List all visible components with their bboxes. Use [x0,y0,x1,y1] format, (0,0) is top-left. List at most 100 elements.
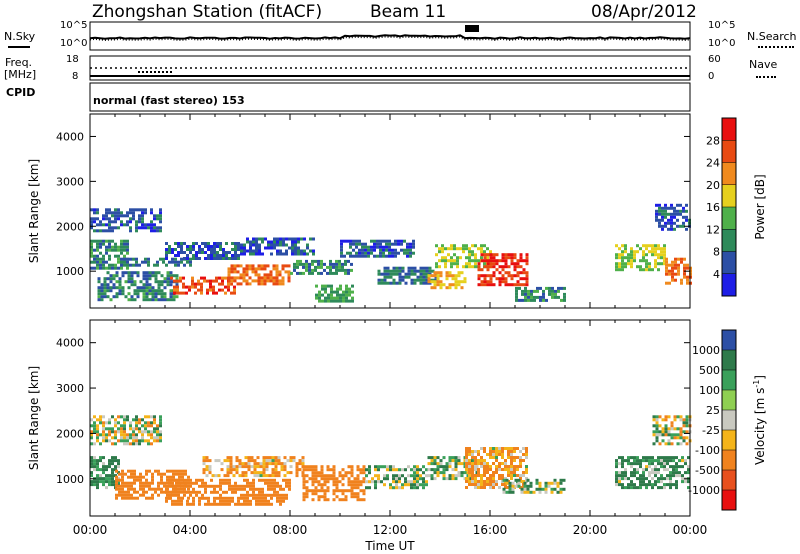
data-cell [105,239,108,243]
data-cell [219,481,222,485]
data-cell [410,272,414,276]
data-cell [90,217,93,221]
data-cell [206,279,209,283]
data-cell [445,477,449,481]
data-cell [392,468,395,472]
data-cell [135,442,138,446]
data-cell [227,285,230,289]
data-cell [150,433,153,437]
data-cell [563,298,566,302]
data-cell [182,282,185,286]
data-cell [341,265,344,269]
data-cell [240,252,243,256]
data-cell [630,247,633,251]
data-cell [397,239,400,243]
freq-nave-panel [89,55,691,81]
data-cell [672,465,675,469]
data-cell [489,256,493,260]
data-cell [427,277,431,281]
data-cell [251,267,255,271]
data-cell [90,459,93,463]
data-cell [489,480,492,483]
data-cell [245,270,249,274]
data-cell [239,264,243,268]
data-cell [409,251,412,255]
data-cell [102,433,105,437]
data-cell [120,251,123,255]
data-cell [121,472,124,476]
data-cell [551,289,554,293]
data-cell [111,211,114,215]
data-cell [124,271,128,275]
data-cell [406,242,409,246]
data-cell [90,254,93,258]
data-cell [172,472,175,476]
colorbar-segment [722,370,736,390]
data-cell [682,436,686,440]
data-cell [120,248,123,252]
data-cell [270,240,273,244]
data-cell [191,276,194,280]
data-cell [510,453,513,456]
data-cell [224,276,227,280]
data-cell [422,266,426,270]
data-cell [139,289,143,293]
data-cell [394,251,397,255]
data-cell [657,486,660,490]
data-cell [377,269,381,273]
data-cell [150,211,153,215]
data-cell [326,465,330,469]
data-cell [289,456,293,460]
data-cell [630,250,633,254]
data-cell [144,427,147,431]
data-cell [166,478,169,482]
data-cell [436,456,440,460]
data-cell [308,468,312,472]
data-cell [114,226,117,230]
data-cell [287,270,291,274]
data-cell [510,468,513,471]
data-cell [615,253,618,257]
data-cell [636,462,639,466]
data-cell [680,260,683,264]
data-cell [129,421,132,425]
data-cell [524,298,527,302]
data-cell [348,290,351,294]
data-cell [298,462,302,466]
data-cell [145,478,148,482]
data-cell [145,298,149,302]
data-cell [123,254,126,258]
data-cell [129,220,132,224]
data-cell [448,286,452,290]
data-cell [105,229,108,233]
data-cell [302,498,306,502]
data-cell [273,484,276,488]
data-cell [419,477,422,481]
data-cell [291,240,294,244]
data-cell [266,273,270,277]
data-cell [615,474,618,478]
data-cell [675,486,678,490]
data-cell [422,483,425,487]
data-cell [474,456,477,459]
data-cell [380,281,384,285]
data-cell [459,247,462,251]
data-region [365,465,428,490]
data-cell [502,487,506,491]
data-cell [151,481,154,485]
data-cell [645,262,648,266]
data-cell [670,221,673,225]
data-cell [93,208,96,212]
data-cell [231,242,234,245]
data-cell [129,436,132,440]
data-cell [279,240,282,244]
data-cell [425,468,428,472]
data-cell [118,493,121,497]
data-cell [213,251,216,254]
data-cell [483,253,487,257]
data-cell [256,462,260,466]
data-cell [189,493,192,497]
data-cell [204,502,207,506]
data-cell [124,472,127,476]
data-cell [618,462,621,466]
